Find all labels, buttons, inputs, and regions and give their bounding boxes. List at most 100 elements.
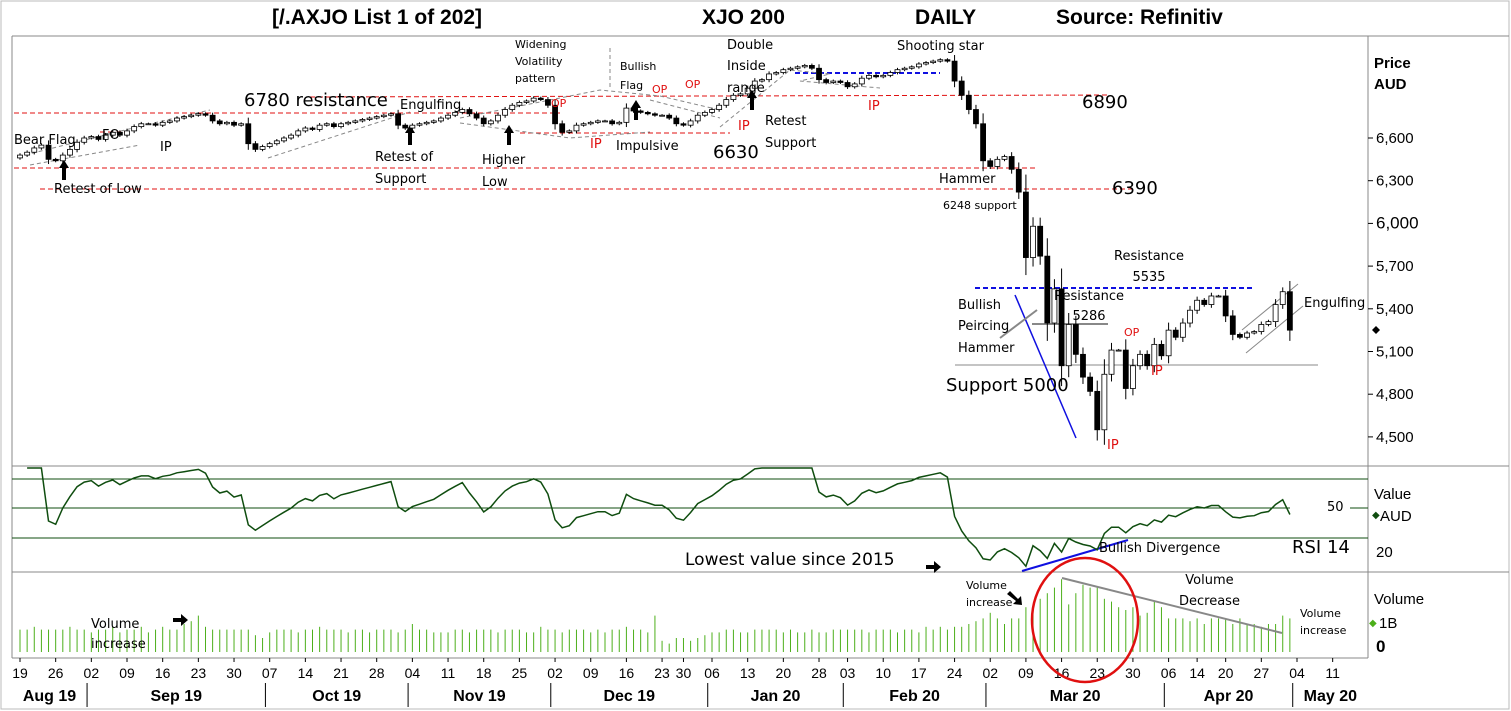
candle [423,120,430,126]
candle [545,97,551,108]
candle [195,112,202,117]
ip-label: IP [738,119,750,134]
candle [666,113,673,120]
date-tick-label: 10 [875,665,891,681]
candle [794,65,801,70]
candle [438,116,444,123]
candle [994,156,1001,170]
candle-body [209,114,216,122]
candle [209,112,216,124]
candle [908,65,915,70]
candle-body [238,123,245,126]
date-tick-label: 11 [1325,665,1340,681]
candle-body [980,123,987,162]
widening-lower [459,122,651,139]
candle [559,120,566,136]
date-tick-label: 07 [262,665,278,681]
candle-body [944,59,951,62]
candle-body [309,127,316,130]
candle-body [174,117,180,122]
candle-body [1001,156,1008,160]
candle [1215,294,1222,298]
candle [402,123,409,130]
date-tick-label: 02 [547,665,563,681]
date-tick-label: 04 [1289,665,1305,681]
candle [445,113,451,120]
candle-body [1072,324,1079,355]
candle [644,110,651,116]
candle [923,61,929,66]
candle-body [359,119,366,122]
candle [1158,340,1165,360]
candle [330,121,337,129]
candle [102,132,109,142]
candle [466,107,473,117]
candle [1072,315,1079,363]
candle [1201,298,1208,307]
candle [1222,289,1229,323]
candle-body [801,65,808,68]
candle-body [823,79,830,83]
volume-increase-label: Volume increase [1300,607,1347,638]
candle-body [994,158,1001,167]
candle [1208,292,1215,308]
candle [637,109,644,114]
candle-body [231,121,237,126]
date-tick-label: 09 [119,665,135,681]
date-tick-label: 26 [48,665,64,681]
candle-body [452,111,459,116]
candle-body [787,67,794,71]
candle-body [523,100,530,103]
candle-body [1279,291,1286,305]
retest-support-label: Retest Support [765,114,817,152]
candle-body [273,140,280,145]
candle-body [951,60,958,82]
candle [1279,287,1286,309]
candle-body [894,69,901,73]
ip-label: IP [1151,364,1163,379]
candle [116,130,123,138]
fo-label: FO [102,128,120,143]
candle [602,119,608,123]
candle [901,66,908,72]
candle [1258,321,1265,335]
candle [751,78,758,92]
candle-body [81,137,88,143]
candle-body [266,143,273,147]
candle [816,64,822,84]
candle-body [188,114,195,118]
candle-body [844,82,851,88]
candle [174,116,180,123]
candle-body [594,120,601,123]
candle-body [17,154,23,159]
candle [31,145,38,155]
candle [730,93,737,102]
candle-body [1130,365,1136,389]
candle-body [1229,315,1236,335]
price-tick-label: 4,800 [1376,386,1414,403]
ip-label: IP [160,140,172,155]
candle [552,99,558,130]
candle [766,71,772,83]
volume-axis-title: Volume [1374,591,1425,608]
candle-body [866,74,872,79]
candle-body [181,116,187,119]
engulfing-label: Engulfing [1304,296,1366,311]
candle-body [580,123,587,126]
candle-body [680,123,687,126]
rsi-14-label: RSI 14 [1292,537,1350,558]
candle-body [1179,322,1186,338]
ip-label: IP [590,137,602,152]
candle-body [124,130,130,136]
widening-upper [459,89,721,119]
date-tick-label: 09 [1018,665,1034,681]
candle [323,122,330,127]
candle-body [259,146,266,150]
candle [366,116,373,121]
candle [1030,217,1036,267]
candle [266,141,273,149]
candle [530,96,537,103]
candle-body [495,114,501,122]
candle-body [281,137,287,142]
candle [509,103,516,112]
